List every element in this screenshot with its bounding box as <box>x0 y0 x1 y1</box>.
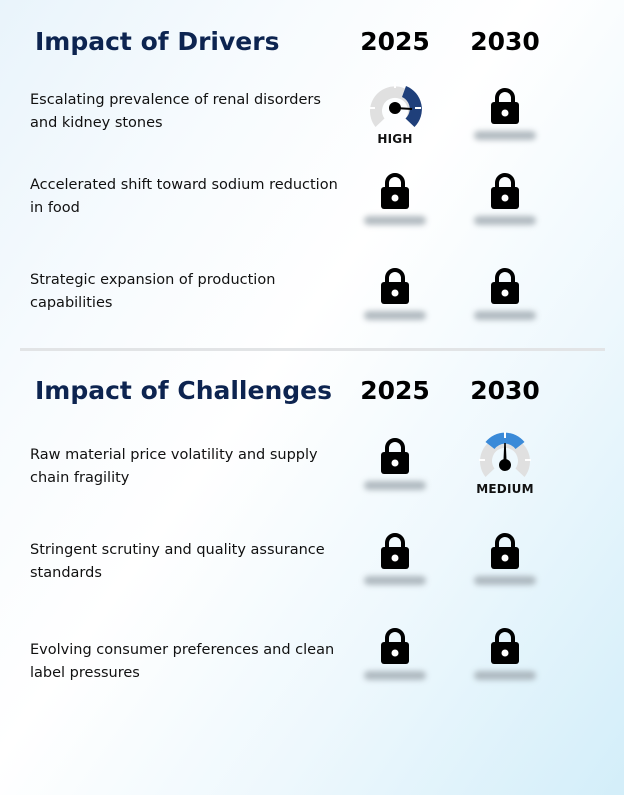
gauge-medium-icon <box>479 432 531 477</box>
blurred-impact-label <box>364 576 426 585</box>
gauge-level-label: MEDIUM <box>476 482 534 496</box>
challenge-row-1-2025-locked[interactable] <box>340 435 450 515</box>
blurred-impact-label <box>364 481 426 490</box>
drivers-year-2025: 2025 <box>360 27 430 56</box>
gauge-high-icon <box>369 82 422 127</box>
driver-row-label: Strategic expansion of production capabi… <box>30 272 276 311</box>
driver-row-2-2025-locked[interactable] <box>340 170 450 250</box>
driver-row-1-2025-gauge: HIGH <box>340 80 450 160</box>
driver-row-2-2030-locked[interactable] <box>450 170 560 250</box>
challenge-row-2-2025-locked[interactable] <box>340 530 450 610</box>
challenge-row-label: Raw material price volatility and supply… <box>30 447 318 486</box>
challenge-row-label: Evolving consumer preferences and clean … <box>30 642 335 681</box>
blurred-impact-label <box>474 131 536 140</box>
blurred-impact-label <box>474 311 536 320</box>
challenge-row-label: Stringent scrutiny and quality assurance… <box>30 542 325 581</box>
blurred-impact-label <box>364 311 426 320</box>
challenges-title: Impact of Challenges <box>35 376 332 405</box>
driver-row-label: Escalating prevalence of renal disorders… <box>30 92 321 131</box>
challenge-row-1-2030-gauge: MEDIUM <box>450 430 560 510</box>
driver-row-label: Accelerated shift toward sodium reductio… <box>30 177 338 216</box>
challenge-row-2-2030-locked[interactable] <box>450 530 560 610</box>
driver-row-3-2025-locked[interactable] <box>340 265 450 345</box>
drivers-year-2030: 2030 <box>470 27 540 56</box>
section-divider <box>20 348 605 351</box>
lock-icon <box>381 173 409 209</box>
blurred-impact-label <box>474 576 536 585</box>
drivers-title: Impact of Drivers <box>35 27 280 56</box>
blurred-impact-label <box>364 216 426 225</box>
blurred-impact-label <box>364 671 426 680</box>
lock-icon <box>491 268 519 304</box>
lock-icon <box>491 628 519 664</box>
driver-row-1-2030-locked[interactable] <box>450 85 560 165</box>
lock-icon <box>381 268 409 304</box>
lock-icon <box>381 438 409 474</box>
lock-icon <box>491 533 519 569</box>
lock-icon <box>381 533 409 569</box>
blurred-impact-label <box>474 216 536 225</box>
challenges-year-2030: 2030 <box>470 376 540 405</box>
lock-icon <box>491 88 519 124</box>
challenge-row-3-2025-locked[interactable] <box>340 625 450 705</box>
gauge-level-label: HIGH <box>377 132 413 146</box>
challenges-year-2025: 2025 <box>360 376 430 405</box>
driver-row-3-2030-locked[interactable] <box>450 265 560 345</box>
lock-icon <box>381 628 409 664</box>
lock-icon <box>491 173 519 209</box>
blurred-impact-label <box>474 671 536 680</box>
challenge-row-3-2030-locked[interactable] <box>450 625 560 705</box>
